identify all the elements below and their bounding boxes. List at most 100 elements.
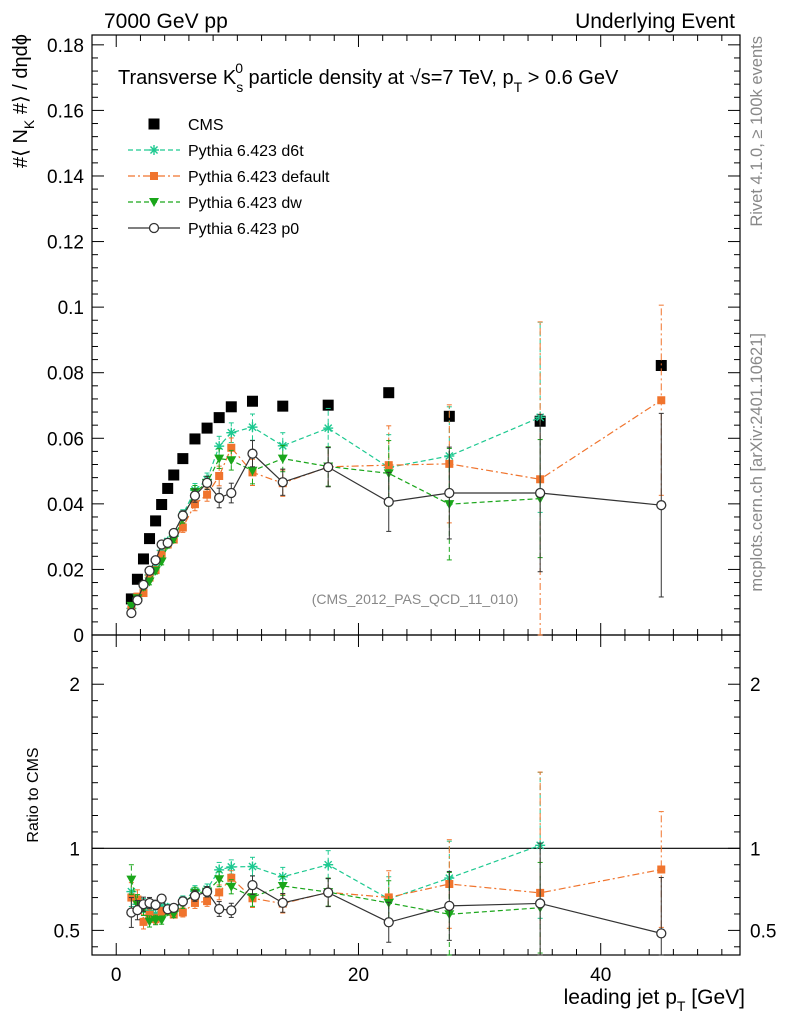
data-point-d6t [226,427,237,438]
ratio-point-p0 [383,917,394,928]
ratio-point-default [139,917,148,926]
legend-marker-default [150,172,158,180]
main-y-tick-label: 0.06 [47,429,84,450]
ratio-point-default [203,897,212,906]
legend-label-cms: CMS [188,117,224,134]
ratio-point-p0 [444,900,455,912]
ratio-y-tick-label: 2 [69,675,80,696]
data-point-p0 [150,555,161,566]
data-point-p0 [138,579,149,590]
data-point-default [178,523,187,532]
legend-label-default: Pythia 6.423 default [188,169,330,186]
legend-marker-cms [148,118,160,130]
data-point-p0 [247,448,258,459]
data-point-p0 [534,487,546,499]
ratio-point-d6t [247,861,258,872]
data-point-cms [246,395,258,407]
ratio-point-p0 [323,887,334,898]
main-y-tick-label: 0 [73,626,84,647]
ratio-point-default [190,898,199,907]
ratio-point-d6t-stroke [248,862,257,871]
ratio-point-d6t [323,859,334,870]
ratio-point-p0 [656,928,667,939]
legend-marker-dw [149,198,159,207]
data-point-p0 [177,510,188,521]
main-y-tick-label: 0.18 [47,36,84,57]
ratio-layer [126,771,667,956]
main-y-tick-label: 0.04 [47,495,84,516]
legend: CMS Pythia 6.423 d6t Pythia 6.423 default P… [128,117,330,238]
ratio-point-p0 [189,890,201,901]
main-y-tick-label: 0.02 [47,560,84,581]
data-point-default [157,550,166,559]
mcplots-label: mcplots.cern.ch [arXiv:2401.10621] [748,333,766,592]
data-point-cms [150,515,162,527]
ratio-point-default [145,910,154,919]
ratio-point-d6t [214,864,225,875]
data-point-p0 [277,477,288,488]
data-point-p0 [214,492,225,504]
legend-marker-d6t-stroke [149,145,159,155]
data-point-dw [126,601,137,611]
ratio-point-default [657,865,666,874]
data-point-default [203,490,212,499]
series-line-dw [130,457,541,607]
series-line-d6t [130,416,541,609]
data-point-cms [131,573,143,585]
data-point-cms [225,401,237,413]
data-point-cms [655,359,667,371]
ratio-point-dw [214,875,225,885]
ratio-point-p0 [247,880,258,891]
data-point-default [215,471,224,480]
ratio-y-tick-label-right: 0.5 [750,921,776,942]
main-y-tick-label: 0.12 [47,233,84,254]
ratio-point-p0 [201,886,213,897]
ratio-point-p0 [277,897,288,909]
data-point-default [657,396,666,405]
ratio-point-p0 [177,896,188,907]
ratio-point-default [133,895,142,904]
x-tick-label: 0 [111,965,122,986]
ratio-point-dw [247,893,258,903]
ratio-point-p0 [226,905,237,916]
ratio-y-tick-label: 0.5 [54,921,80,942]
data-point-d6t-stroke [248,423,257,432]
data-point-p0 [189,490,201,501]
data-point-p0 [201,477,213,489]
data-point-cms [201,422,213,434]
data-point-default [227,443,236,452]
ratio-point-dw [144,917,155,927]
ratio-point-p0 [150,899,161,911]
ratio-point-default [227,873,236,882]
ratio-point-d6t-stroke [324,860,333,869]
data-point-cms [177,453,189,465]
ratio-point-default [215,888,224,897]
data-point-d6t [247,422,258,433]
series-line-p0 [130,452,662,614]
data-point-p0 [144,565,155,576]
data-layer [125,304,667,636]
data-point-cms [277,400,289,412]
data-point-p0 [383,496,394,508]
ratio-point-d6t-stroke [227,862,236,871]
data-point-p0 [132,595,143,606]
rivet-label: Rivet 4.1.0, ≥ 100k events [748,36,766,227]
data-point-cms [144,533,156,545]
ratio-point-dw [156,916,167,926]
data-point-cms [383,387,395,399]
data-point-cms [189,433,201,445]
data-point-dw [277,454,288,464]
data-point-p0 [168,527,179,539]
ratio-point-default [157,907,166,916]
legend-label-p0: Pythia 6.423 p0 [188,221,299,238]
legend-label-dw: Pythia 6.423 dw [188,195,302,212]
main-y-axis-label: #⟨ NK #⟩ / dηdϕ [10,34,37,168]
data-point-cms [213,412,225,424]
data-point-default [139,589,148,598]
data-point-d6t-stroke [227,428,236,437]
data-point-cms [322,399,334,411]
x-tick-label: 20 [348,965,369,986]
data-point-p0 [323,461,334,473]
data-point-default [190,500,199,509]
x-axis-label: leading jet pT [GeV] [564,986,745,1014]
